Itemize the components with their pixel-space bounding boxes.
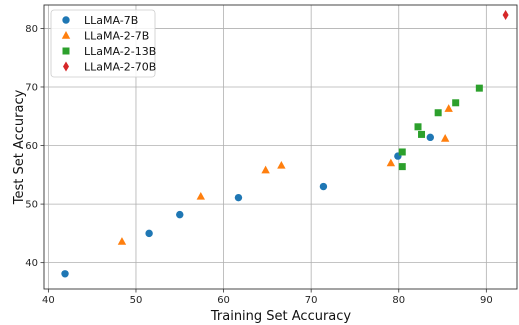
x-tick-label: 90 — [480, 295, 493, 306]
plot-frame — [43, 4, 518, 290]
data-point-llama-2-13b — [418, 130, 426, 138]
data-point-llama-2-13b — [475, 84, 483, 92]
data-point-llama-2-13b — [414, 123, 422, 131]
x-tick-label: 70 — [305, 295, 318, 306]
y-tick-label: 70 — [25, 82, 38, 93]
x-axis-ticks: 40 50 60 70 80 90 — [42, 289, 493, 306]
data-point-llama-2-7b — [277, 160, 286, 169]
legend-label: LLaMA-2-7B — [84, 30, 149, 43]
data-point-llama-2-7b — [117, 237, 127, 245]
data-point-llama-2-13b — [398, 148, 406, 156]
data-point-llama-7b — [234, 193, 243, 202]
data-point-llama-2-13b — [398, 163, 406, 171]
x-tick-label: 40 — [42, 295, 55, 306]
data-point-llama-2-7b — [261, 165, 270, 174]
legend: LLaMA-7B LLaMA-2-7B LLaMA-2-13B LLaMA-2-70B — [50, 9, 156, 78]
x-tick-label: 60 — [217, 295, 230, 306]
legend-marker — [61, 31, 71, 39]
legend-label: LLaMA-7B — [84, 14, 138, 27]
data-point-llama-2-7b — [440, 134, 450, 142]
legend-marker — [62, 47, 70, 55]
legend-label: LLaMA-2-13B — [84, 45, 156, 58]
x-tick-label: 50 — [130, 295, 143, 306]
data-point-llama-7b — [61, 270, 69, 278]
data-point-llama-7b — [319, 182, 328, 191]
data-point-llama-2-13b — [434, 109, 442, 117]
data-point-llama-2-7b — [196, 191, 205, 200]
data-point-llama-2-70b — [502, 9, 509, 20]
y-axis-label: Test Set Accuracy — [12, 89, 27, 205]
legend-label: LLaMA-2-70B — [84, 61, 156, 74]
data-point-llama-7b — [145, 229, 153, 238]
legend-marker — [62, 16, 70, 24]
data-point-llama-2-7b — [444, 104, 453, 112]
x-tick-label: 80 — [392, 295, 405, 306]
data-point-llama-7b — [426, 133, 434, 142]
data-point-llama-2-7b — [386, 158, 396, 167]
y-tick-label: 80 — [25, 24, 38, 35]
y-axis-ticks: 40 50 60 70 80 — [25, 24, 44, 269]
data-points — [61, 9, 509, 278]
data-point-llama-2-13b — [452, 99, 460, 107]
legend-box — [50, 9, 156, 78]
x-axis-label: Training Set Accuracy — [210, 309, 352, 324]
legend-marker — [63, 61, 69, 72]
y-tick-label: 40 — [25, 258, 38, 269]
y-tick-label: 50 — [25, 200, 38, 211]
grid-lines — [44, 5, 517, 289]
data-point-llama-7b — [176, 210, 184, 219]
y-tick-label: 60 — [25, 141, 38, 152]
